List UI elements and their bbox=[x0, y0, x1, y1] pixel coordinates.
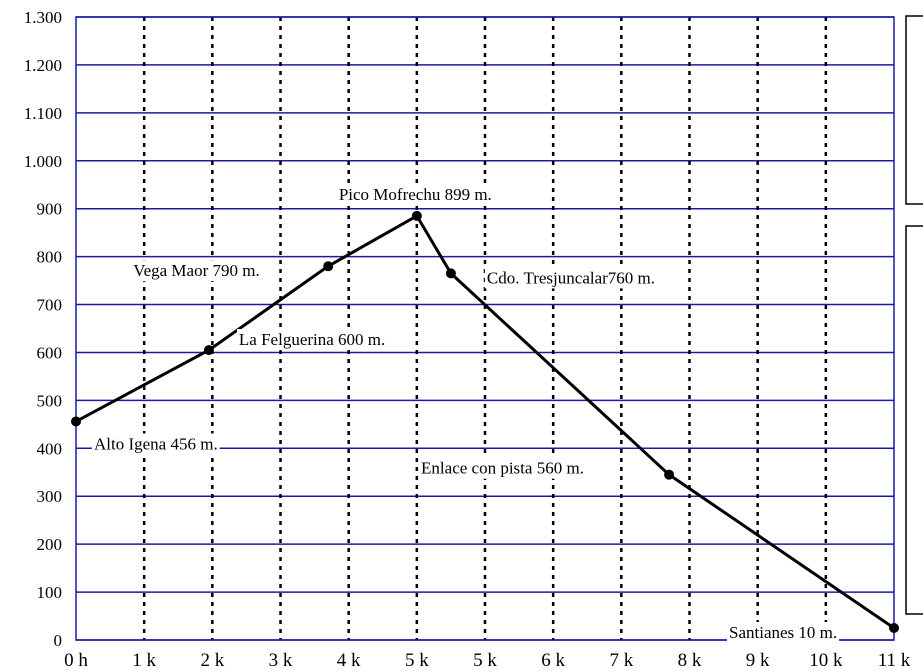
data-point bbox=[323, 261, 334, 272]
plot-frame bbox=[75, 16, 895, 641]
point-label: La Felguerina 600 m. bbox=[239, 330, 385, 349]
legend-box-bottom bbox=[905, 225, 923, 615]
point-label-background bbox=[92, 433, 220, 455]
x-tick-label: 3 k bbox=[269, 650, 293, 671]
x-tick-label: 0 h bbox=[64, 650, 88, 671]
y-tick-label: 600 bbox=[37, 343, 63, 362]
point-labels: Alto Igena 456 m. La Felguerina 600 m. Veg… bbox=[92, 183, 840, 644]
x-tick-label: 4 k bbox=[337, 650, 361, 671]
x-tick-label: 5 k bbox=[405, 650, 429, 671]
x-tick-label: 2 k bbox=[200, 650, 224, 671]
point-label: Vega Maor 790 m. bbox=[133, 261, 260, 280]
x-tick-label: 6 k bbox=[541, 650, 565, 671]
point-label-background bbox=[336, 183, 494, 205]
y-tick-label: 800 bbox=[37, 248, 63, 267]
y-tick-label: 1.300 bbox=[24, 8, 62, 27]
x-tick-label: 9 k bbox=[746, 650, 770, 671]
data-point bbox=[71, 416, 81, 427]
y-tick-label: 400 bbox=[37, 439, 63, 458]
x-tick-label: 8 k bbox=[678, 650, 702, 671]
data-point bbox=[664, 469, 675, 480]
y-tick-label: 500 bbox=[37, 391, 63, 410]
point-label: Pico Mofrechu 899 m. bbox=[339, 185, 492, 204]
data-point bbox=[445, 268, 456, 279]
y-axis-ticks: 0 100 200 300 400 500 600 700 800 900 1.000 1.100 1.… bbox=[24, 8, 62, 650]
elevation-points bbox=[71, 210, 899, 634]
data-point bbox=[203, 345, 214, 356]
y-tick-label: 700 bbox=[37, 296, 63, 315]
point-label: Alto Igena 456 m. bbox=[94, 434, 218, 453]
data-point bbox=[889, 623, 899, 634]
point-label-background bbox=[419, 457, 586, 479]
x-axis-ticks: 0 h 1 k 2 k 3 k 4 k 5 k 5 k 6 k 7 k 8 k 9 k 10 k 11 … bbox=[64, 650, 911, 671]
y-tick-label: 1.200 bbox=[24, 56, 62, 75]
y-tick-label: 1.000 bbox=[24, 152, 62, 171]
data-point bbox=[411, 210, 422, 221]
point-label-background bbox=[484, 267, 658, 289]
y-tick-label: 200 bbox=[37, 535, 63, 554]
x-tick-label: 1 k bbox=[132, 650, 156, 671]
point-label-background bbox=[727, 622, 840, 644]
point-label: Santianes 10 m. bbox=[729, 623, 837, 642]
point-label: Enlace con pista 560 m. bbox=[421, 459, 584, 478]
y-tick-label: 0 bbox=[54, 631, 63, 650]
legend-area bbox=[905, 15, 923, 615]
x-tick-label: 7 k bbox=[609, 650, 633, 671]
y-tick-label: 300 bbox=[37, 487, 63, 506]
point-label: Cdo. Tresjuncalar760 m. bbox=[487, 268, 655, 287]
x-tick-label: 11 k bbox=[878, 650, 911, 671]
x-tick-label: 10 k bbox=[809, 650, 843, 671]
y-tick-label: 100 bbox=[37, 583, 63, 602]
legend-box-top bbox=[905, 15, 923, 205]
x-tick-label: 5 k bbox=[473, 650, 497, 671]
y-tick-label: 1.100 bbox=[24, 104, 62, 123]
vertical-grid bbox=[142, 17, 828, 640]
point-label-background bbox=[236, 329, 388, 351]
y-tick-label: 900 bbox=[37, 200, 63, 219]
point-label-background bbox=[131, 260, 262, 282]
